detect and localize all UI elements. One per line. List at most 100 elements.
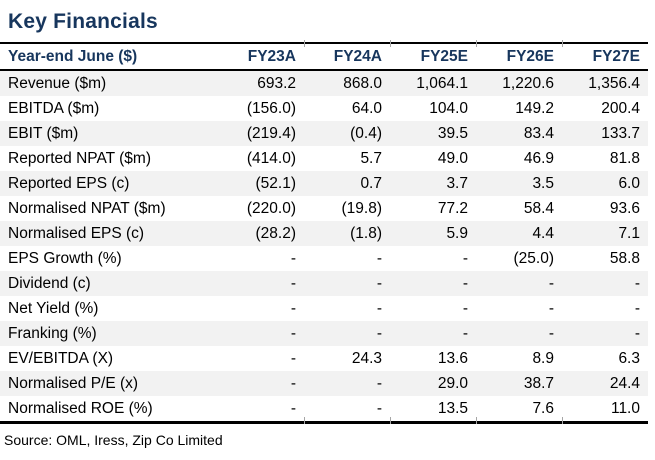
cell-value: 1,064.1 (416, 75, 468, 92)
cell-value: 6.0 (618, 175, 640, 192)
cell-value: 5.9 (446, 225, 468, 242)
cell-value: - (634, 275, 640, 292)
cell-value: 13.5 (437, 400, 468, 417)
table-row: Normalised NPAT ($m) (220.0) (19.8) 77.2… (0, 196, 648, 221)
row-label: EPS Growth (%) (8, 250, 122, 267)
cell-value: - (290, 350, 296, 367)
cell-value: - (290, 375, 296, 392)
column-header-fy25e: FY25E (420, 48, 468, 65)
gridline-tick (476, 417, 477, 424)
cell-value: 7.1 (618, 225, 640, 242)
cell-value: (219.4) (246, 125, 296, 142)
cell-value: 8.9 (532, 350, 554, 367)
cell-value: - (376, 300, 382, 317)
cell-value: 24.4 (609, 375, 640, 392)
row-label: Franking (%) (8, 325, 97, 342)
cell-value: 3.7 (446, 175, 468, 192)
cell-value: (220.0) (246, 200, 296, 217)
cell-value: 24.3 (351, 350, 382, 367)
column-header-yearend: Year-end June ($) (8, 48, 138, 65)
cell-value: (25.0) (513, 250, 555, 267)
gridline-tick (390, 417, 391, 424)
gridline-tick (304, 417, 305, 424)
cell-value: 149.2 (515, 100, 554, 117)
column-header-fy24a: FY24A (333, 48, 382, 65)
table-row: EV/EBITDA (X) - 24.3 13.6 8.9 6.3 (0, 346, 648, 371)
cell-value: - (462, 325, 468, 342)
row-label: Net Yield (%) (8, 300, 99, 317)
cell-value: 46.9 (523, 150, 554, 167)
cell-value: 5.7 (360, 150, 382, 167)
cell-value: 13.6 (437, 350, 468, 367)
cell-value: 93.6 (609, 200, 640, 217)
cell-value: - (376, 375, 382, 392)
table-row: EBITDA ($m) (156.0) 64.0 104.0 149.2 200… (0, 96, 648, 121)
row-label: EBIT ($m) (8, 125, 79, 142)
cell-value: (28.2) (255, 225, 297, 242)
cell-value: - (462, 275, 468, 292)
cell-value: 81.8 (609, 150, 640, 167)
cell-value: 1,220.6 (502, 75, 554, 92)
cell-value: - (548, 275, 554, 292)
cell-value: (0.4) (350, 125, 382, 142)
row-label: EV/EBITDA (X) (8, 350, 114, 367)
cell-value: - (290, 300, 296, 317)
cell-value: 38.7 (523, 375, 554, 392)
table-header-row: Year-end June ($) FY23A FY24A FY25E FY26… (0, 43, 648, 70)
table-row: Franking (%) - - - - - (0, 321, 648, 346)
row-label: Normalised ROE (%) (8, 400, 153, 417)
cell-value: 868.0 (343, 75, 382, 92)
cell-value: (19.8) (341, 200, 383, 217)
cell-value: 4.4 (532, 225, 554, 242)
cell-value: 3.5 (532, 175, 554, 192)
cell-value: 0.7 (360, 175, 382, 192)
cell-value: 64.0 (351, 100, 382, 117)
table-row: EBIT ($m) (219.4) (0.4) 39.5 83.4 133.7 (0, 121, 648, 146)
row-label: Normalised EPS (c) (8, 225, 145, 242)
row-label: EBITDA ($m) (8, 100, 100, 117)
table-row: Net Yield (%) - - - - - (0, 296, 648, 321)
row-label: Reported NPAT ($m) (8, 150, 151, 167)
table-row: Reported EPS (c) (52.1) 0.7 3.7 3.5 6.0 (0, 171, 648, 196)
table-row: EPS Growth (%) - - - (25.0) 58.8 (0, 246, 648, 271)
cell-value: - (376, 250, 382, 267)
table-row: Normalised EPS (c) (28.2) (1.8) 5.9 4.4 … (0, 221, 648, 246)
cell-value: - (376, 325, 382, 342)
table-row: Dividend (c) - - - - - (0, 271, 648, 296)
cell-value: (414.0) (246, 150, 296, 167)
row-label: Normalised NPAT ($m) (8, 200, 166, 217)
column-header-fy26e: FY26E (506, 48, 554, 65)
cell-value: 29.0 (437, 375, 468, 392)
cell-value: 77.2 (437, 200, 468, 217)
financials-table-wrap: Year-end June ($) FY23A FY24A FY25E FY26… (0, 40, 648, 424)
cell-value: (156.0) (246, 100, 296, 117)
cell-value: - (376, 275, 382, 292)
cell-value: 693.2 (257, 75, 296, 92)
cell-value: - (634, 325, 640, 342)
cell-value: 58.8 (609, 250, 640, 267)
row-label: Reported EPS (c) (8, 175, 130, 192)
cell-value: - (290, 275, 296, 292)
cell-value: 104.0 (429, 100, 468, 117)
gridline-tick (562, 417, 563, 424)
cell-value: - (376, 400, 382, 417)
cell-value: - (634, 300, 640, 317)
cell-value: 7.6 (532, 400, 554, 417)
gridline-tick (562, 40, 563, 47)
page-title: Key Financials (8, 10, 158, 33)
gridline-tick (304, 40, 305, 47)
cell-value: (1.8) (350, 225, 382, 242)
column-header-fy23a: FY23A (247, 48, 296, 65)
row-label: Revenue ($m) (8, 75, 107, 92)
gridline-tick (476, 40, 477, 47)
source-note: Source: OML, Iress, Zip Co Limited (4, 432, 223, 448)
row-label: Dividend (c) (8, 275, 91, 292)
cell-value: - (548, 300, 554, 317)
table-row: Normalised ROE (%) - - 13.5 7.6 11.0 (0, 396, 648, 423)
column-header-fy27e: FY27E (592, 48, 640, 65)
table-row: Normalised P/E (x) - - 29.0 38.7 24.4 (0, 371, 648, 396)
cell-value: - (290, 250, 296, 267)
cell-value: 6.3 (618, 350, 640, 367)
cell-value: 49.0 (437, 150, 468, 167)
